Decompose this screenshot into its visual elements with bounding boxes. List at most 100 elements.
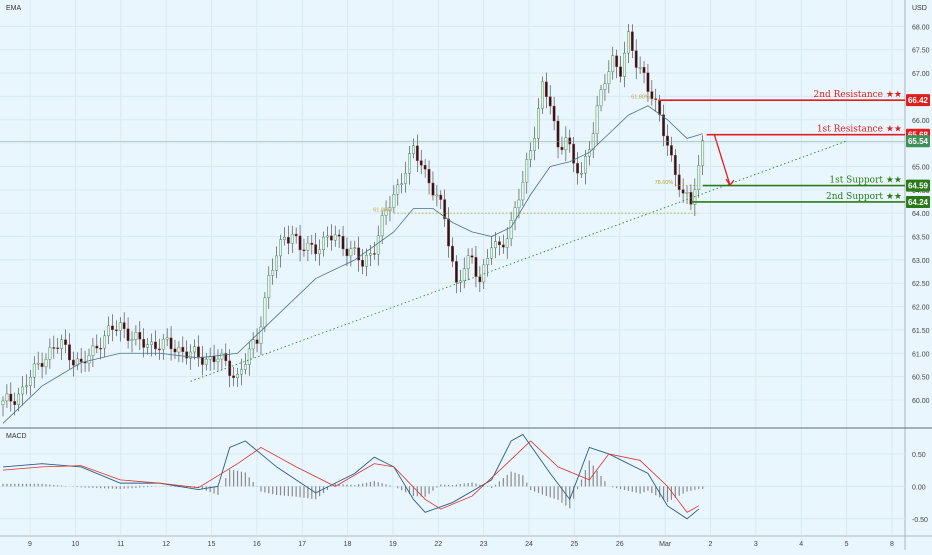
candle-body: [283, 237, 286, 240]
candle-body: [95, 345, 99, 349]
candle-body: [544, 81, 548, 97]
candle-body: [28, 377, 32, 386]
candle-body: [224, 353, 228, 362]
candle-body: [509, 220, 513, 239]
price-axis-label: 61.50: [912, 328, 930, 335]
forecast-arrow: [713, 134, 735, 187]
candle-body: [52, 347, 56, 349]
candle-body: [306, 242, 310, 251]
candle-body: [138, 332, 142, 340]
candle-body: [521, 181, 525, 201]
time-axis-label: 4: [799, 541, 803, 548]
price-tag-value: 65.68: [908, 131, 929, 140]
candle-body: [9, 393, 13, 402]
macd-label[interactable]: MACD: [6, 433, 27, 440]
candle-body: [408, 153, 411, 174]
candle-body: [130, 339, 134, 341]
candle-body: [470, 255, 474, 258]
time-axis-label: 16: [253, 541, 261, 548]
candle-body: [501, 244, 505, 248]
candle-body: [494, 241, 497, 249]
candle-body: [693, 189, 697, 205]
ema-indicator-label[interactable]: EMA: [6, 5, 22, 12]
candle-body: [157, 348, 161, 351]
candle-body: [384, 209, 388, 216]
candle-body: [154, 341, 157, 350]
level-label-support: 1st Support ★★: [829, 176, 902, 186]
time-axis-label: 19: [389, 541, 397, 548]
candle-body: [150, 341, 153, 345]
candle-body: [337, 234, 341, 237]
candle-body: [396, 184, 400, 195]
candle-body: [634, 50, 638, 68]
candle-body: [400, 183, 404, 185]
candle-body: [126, 328, 130, 341]
candle-body: [638, 66, 642, 69]
candle-body: [107, 325, 110, 337]
candle-body: [478, 276, 482, 283]
candle-body: [294, 233, 298, 237]
candle-body: [365, 254, 368, 267]
time-axis[interactable]: 9 10 11 12 15 16 17 18 19 22 23 24 25 26 Mar 2 3 4 5 8: [0, 535, 932, 548]
macd-axis-label: -0.50: [912, 517, 928, 524]
candle-body: [64, 339, 67, 345]
ema-line: [2, 105, 703, 424]
candle-body: [181, 346, 185, 352]
price-axis-label: 61.00: [912, 351, 930, 358]
candle-body: [451, 245, 454, 262]
candle-body: [161, 338, 165, 350]
candle-body: [21, 386, 24, 395]
candle-body: [357, 247, 361, 261]
candle-body: [114, 329, 118, 331]
candle-body: [615, 55, 619, 67]
candle-body: [490, 247, 493, 259]
candle-body: [220, 353, 224, 360]
candle-body: [564, 137, 568, 150]
candle-body: [103, 335, 107, 349]
candles: [1, 24, 705, 417]
candle-body: [271, 269, 275, 276]
price-tag-support: [906, 195, 930, 208]
candle-body: [118, 322, 122, 331]
candle-body: [13, 401, 17, 406]
candle-body: [619, 66, 622, 77]
candle-body: [455, 261, 458, 283]
candle-body: [146, 344, 150, 348]
time-axis-label: 8: [890, 541, 894, 548]
candle-body: [165, 337, 169, 340]
candle-body: [646, 72, 650, 92]
price-tags: 66.42 65.68 64.59 64.24 65.54: [0, 94, 930, 208]
candle-body: [415, 145, 419, 161]
macd-axis-label: 0.00: [912, 484, 926, 491]
candle-body: [310, 242, 314, 245]
candle-body: [263, 297, 267, 328]
candle-body: [560, 146, 564, 150]
candle-body: [517, 199, 521, 208]
candle-body: [251, 339, 255, 350]
candle-body: [541, 81, 544, 109]
price-axis-label: 60.50: [912, 375, 930, 382]
candle-body: [654, 98, 658, 100]
candle-body: [232, 375, 236, 378]
candle-body: [435, 194, 439, 197]
candle-body: [505, 238, 509, 248]
candle-body: [79, 358, 83, 363]
candle-body: [482, 264, 486, 283]
candle-body: [267, 275, 271, 299]
candle-body: [486, 258, 490, 266]
forecast-arrow-head: [725, 178, 735, 187]
candle-body: [607, 71, 611, 84]
candle-body: [1, 400, 5, 405]
candle-body: [697, 165, 701, 191]
price-axis-label: 66.00: [912, 118, 930, 125]
candle-body: [537, 108, 540, 139]
candle-body: [677, 174, 681, 190]
time-axis-label: 12: [162, 541, 170, 548]
time-axis-label: 10: [71, 541, 79, 548]
macd-line: [2, 433, 700, 520]
candle-body: [68, 344, 71, 361]
candle-body: [255, 339, 259, 344]
candle-body: [380, 215, 384, 237]
time-axis-label: 15: [208, 541, 216, 548]
candle-body: [329, 235, 333, 241]
